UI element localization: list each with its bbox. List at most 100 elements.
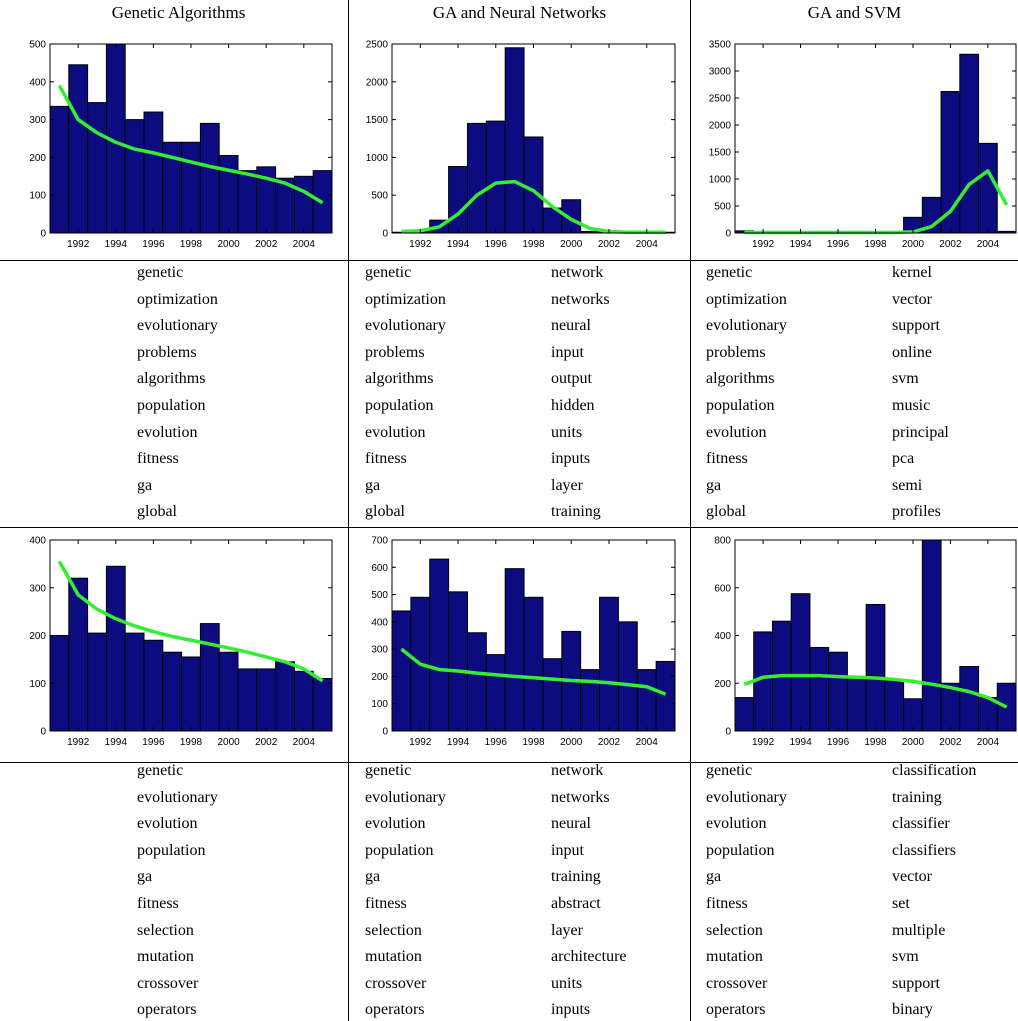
x-tick-label: 1998 [180,239,203,250]
row-divider [0,527,1018,528]
y-tick-label: 1500 [709,148,732,159]
topic-word: training [551,868,601,886]
x-tick-label: 2000 [217,239,240,250]
chart-panel: 0 200 400 600 800 1992 1994 1996 1998 2000 2002 200… [690,534,1018,755]
x-tick-label: 1996 [485,737,508,748]
topic-word: fitness [137,895,179,912]
topic-word: problems [365,343,425,361]
topic-word: classifiers [892,841,956,859]
y-tick-label: 300 [29,583,46,594]
bar [87,632,107,732]
x-tick-label: 1994 [447,737,470,748]
bar [162,651,183,732]
topic-word: population [706,841,775,859]
topic-word: support [892,974,940,992]
topic-word: svm [892,948,919,966]
x-tick-label: 1992 [409,239,432,250]
y-tick-label: 200 [371,672,388,683]
topic-word: ga [706,868,722,886]
topic-word: networks [551,290,610,308]
topic-word: profiles [892,503,941,521]
topic-word: selection [365,921,422,939]
chart-panel: 0 100 200 300 400 500 1992 1994 1996 1998 2000 2002… [5,38,347,257]
row-divider [0,762,1018,763]
topic-word: evolution [706,815,767,833]
topic-word: crossover [365,974,427,992]
bar [865,603,886,732]
topic-word: evolutionary [706,317,787,335]
topic-word: network [551,762,604,779]
y-tick-label: 500 [371,191,388,202]
x-tick-label: 1992 [752,737,775,748]
topic-word: genetic [706,762,753,779]
topic-word: ga [137,868,153,886]
bar [485,120,506,234]
topic-word: architecture [551,948,627,966]
topic-word: layer [551,921,583,939]
x-tick-label: 1996 [485,239,508,250]
y-tick-label: 0 [382,727,388,738]
topic-word: hidden [551,397,595,414]
x-tick-label: 1996 [827,737,850,748]
x-tick-label: 2002 [598,737,621,748]
y-tick-label: 3000 [709,67,732,78]
x-tick-label: 2002 [939,239,962,250]
bar [617,621,638,732]
topic-word: neural [551,815,591,833]
bar [124,119,145,234]
y-tick-label: 300 [371,645,388,656]
topic-word: optimization [365,290,446,308]
topic-word: svm [892,370,919,388]
bar [237,170,258,234]
bar [237,668,258,732]
x-tick-label: 2004 [636,737,659,748]
trend-line [743,673,1008,709]
topic-word: genetic [137,762,184,779]
chart-svg: 0 100 200 300 400 1992 1994 1996 1998 2000 2002 200… [29,536,333,748]
bar [523,596,544,732]
topic-word: optimization [706,290,787,308]
topic-word: online [892,343,932,361]
bar [105,565,126,732]
bar [504,568,525,732]
x-tick-label: 2004 [636,239,659,250]
topic-word: population [365,841,434,859]
x-tick-label: 2004 [977,239,1000,250]
x-tick-label: 2002 [255,239,278,250]
topic-word: fitness [365,450,407,468]
topic-word: output [551,370,592,388]
topic-word: multiple [892,921,946,939]
chart-panel: 0 100 200 300 400 500 600 700 1992 1994 1996 1998 20… [347,534,690,755]
x-tick-label: 1994 [447,239,470,250]
chart-svg: 0 500 1000 1500 2000 2500 1992 1994 1996 1998 2000… [366,40,676,250]
topic-word: operators [706,1001,766,1019]
bar [218,155,239,234]
topic-word: training [551,503,601,521]
topic-word: population [365,397,434,414]
column-title-genetic-algorithms: Genetic Algorithms [111,3,246,22]
bar [293,175,314,234]
topic-word: principal [892,423,949,441]
bar [978,142,998,234]
bar [87,102,107,234]
x-tick-label: 1994 [789,239,812,250]
x-tick-label: 1992 [67,239,90,250]
y-tick-label: 200 [29,153,46,164]
topic-word: neural [551,317,591,335]
topic-word: set [892,895,910,912]
topic-word: input [551,841,584,859]
y-tick-label: 500 [714,202,731,213]
topic-word: support [892,317,940,335]
topic-word: inputs [551,1001,591,1019]
y-tick-label: 400 [714,631,731,642]
x-tick-label: 1998 [180,737,203,748]
bar [293,670,314,732]
topic-word: abstract [551,895,601,912]
topic-word: classification [892,762,977,779]
topic-word: evolution [706,423,767,441]
bar [485,654,506,732]
topic-word: problems [137,343,197,361]
topic-word: genetic [137,264,184,281]
chart-svg: 0 200 400 600 800 1992 1994 1996 1998 2000 2002 200… [714,536,1017,748]
x-tick-label: 2000 [560,737,583,748]
